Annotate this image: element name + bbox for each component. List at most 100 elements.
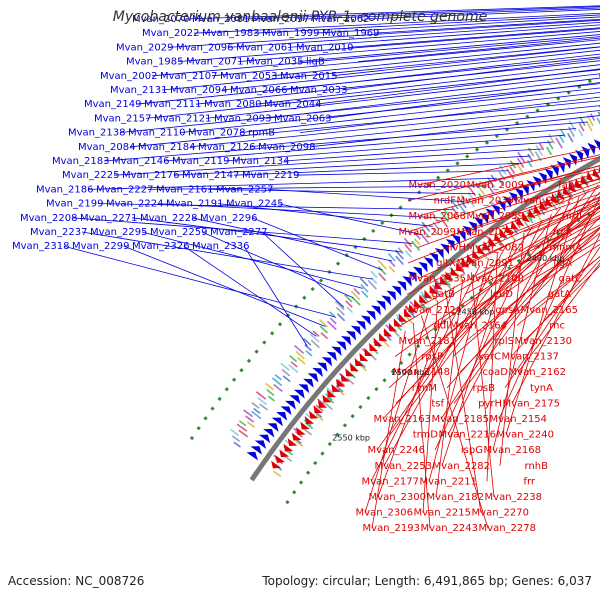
feature-mark — [347, 307, 353, 313]
feature-mark — [239, 421, 245, 426]
gene-label-forward: Mvan_2184 — [138, 142, 195, 153]
gene-label-reverse: gatB — [432, 289, 455, 300]
gene-label-forward: Mvan_2219 — [242, 170, 299, 181]
gene-label-forward: Mvan_2119 — [172, 156, 229, 167]
gene-label-forward: Mvan_2080 — [204, 99, 261, 110]
gene-label-forward: Mvan_2096 — [176, 42, 233, 53]
feature-mark — [267, 390, 274, 396]
gene-label-forward: Mvan_2094 — [170, 85, 227, 96]
gene-label-forward: rpmB — [248, 128, 275, 139]
gene-label-forward: Mvan_2326 — [132, 241, 189, 252]
gene-label-reverse: Mvan_2135 — [409, 274, 466, 285]
gene-label-forward: Mvan_2107 — [160, 71, 217, 82]
feature-mark — [256, 392, 265, 399]
gene-label-reverse: Mvan_2238 — [485, 492, 542, 503]
gene-label-reverse: Mvan_2068 — [409, 211, 466, 222]
gene-label-forward: Mvan_2296 — [200, 213, 257, 224]
gene-label-reverse: Mvan_2240 — [497, 430, 554, 441]
gene-label-reverse: frcK — [553, 227, 573, 238]
gene-label-forward: Mvan_2053 — [220, 71, 277, 82]
gene-label-reverse: pyrH — [478, 398, 502, 409]
gene-label-forward: Mvan_2002 — [100, 71, 157, 82]
gene-label-reverse: gpsA — [495, 305, 520, 316]
leader-line-forward — [326, 70, 600, 118]
scale-label: 2550 kbp — [332, 433, 370, 442]
feature-mark — [247, 422, 254, 427]
gene-label-reverse: Mvan_2162 — [509, 367, 566, 378]
gene-label-reverse: Mvan_2091 — [457, 258, 514, 269]
gene-label-forward: Mvan_2157 — [94, 113, 151, 124]
feature-mark — [321, 333, 328, 339]
scale-label: 2500 kbp — [392, 368, 430, 377]
gene-label-forward: Mvan_2126 — [198, 142, 255, 153]
gene-label-reverse: Mvan_2300 — [369, 492, 426, 503]
genome-summary: Topology: circular; Length: 6,491,865 bp… — [262, 574, 592, 588]
gene-label-reverse: Mvan_2163 — [374, 414, 431, 425]
gene-label-reverse: Mvan_2306 — [356, 508, 413, 519]
gene-label-forward: Mvan_2121 — [154, 113, 211, 124]
gene-label-reverse: Mvan_2282 — [433, 461, 490, 472]
gene-label-forward: Mvan_2259 — [150, 227, 207, 238]
gene-label-reverse: ddl — [434, 320, 449, 331]
gene-label-reverse: Mvan_2193 — [363, 523, 420, 534]
feature-mark — [313, 331, 319, 336]
gene-label-forward: Mvan_2084 — [78, 142, 135, 153]
gene-label-reverse: Mvan_2215 — [414, 508, 471, 519]
feature-mark — [591, 114, 595, 121]
feature-mark — [415, 239, 420, 245]
map-title: Mycobacterium vanbaalenii PYR-1, complet… — [0, 9, 600, 25]
feature-mark — [579, 123, 583, 131]
gene-label-reverse: Mvan_2185 — [432, 414, 489, 425]
gene-label-reverse: trmD — [413, 430, 439, 441]
gene-label-reverse: mnmA — [549, 242, 582, 253]
gene-label-reverse: Mvan_2278 — [479, 523, 536, 534]
feature-mark — [330, 318, 336, 324]
feature-mark — [383, 340, 389, 346]
gene-label-reverse: gatA — [548, 289, 571, 300]
gene-label-reverse: Mvan_2182 — [427, 492, 484, 503]
feature-mark — [568, 133, 573, 142]
scale-label: 2400 kbp — [527, 254, 565, 263]
gene-label-forward: Mvan_2224 — [106, 199, 163, 210]
gene-label-reverse: Mvan_2270 — [472, 508, 529, 519]
gene-label-forward: Mvan_2161 — [156, 184, 213, 195]
gene-label-reverse: rpsP — [421, 352, 443, 363]
gene-label-forward: Mvan_2110 — [128, 128, 185, 139]
gene-label-forward: Mvan_2131 — [110, 85, 167, 96]
gene-label-reverse: Mvan_2164 — [450, 320, 507, 331]
gene-label-forward: Mvan_2098 — [258, 142, 315, 153]
gene-label-forward: Mvan_2295 — [90, 227, 147, 238]
gene-label-forward: Mvan_2336 — [192, 241, 249, 252]
gene-label-forward: Mvan_2199 — [46, 199, 103, 210]
gene-label-reverse: tynA — [530, 383, 553, 394]
feature-mark — [281, 363, 289, 370]
gene-label-forward: Mvan_2071 — [186, 57, 243, 68]
feature-mark — [283, 376, 290, 382]
accession-label: Accession: NC_008726 — [8, 574, 144, 588]
gene-label-forward: Mvan_2066 — [230, 85, 287, 96]
gene-label-reverse: Mvan_2009 — [467, 180, 524, 191]
gene-label-reverse: Mvan_2027 — [515, 196, 572, 207]
gene-label-forward: Mvan_2134 — [232, 156, 289, 167]
gene-label-forward: Mvan_2078 — [188, 128, 245, 139]
leader-line-forward — [124, 246, 325, 326]
leader-line-forward — [82, 232, 372, 279]
reverse-gene-labels: fabGMvan_2009Mvan_2020Mvan_2027Mvan_2039… — [356, 180, 583, 534]
gene-label-reverse: Mvan_2253 — [375, 461, 432, 472]
gene-label-reverse: Mvan_2099 — [399, 227, 456, 238]
feature-mark — [371, 271, 377, 278]
feature-mark — [232, 436, 239, 441]
forward-gene-arrow — [246, 452, 257, 460]
feature-mark — [268, 396, 274, 401]
gene-label-reverse: frr — [523, 476, 535, 487]
gene-label-reverse: gatC — [559, 274, 582, 285]
gene-label-forward: Mvan_2277 — [210, 227, 267, 238]
gene-label-forward: Mvan_2146 — [112, 156, 169, 167]
feature-mark — [560, 136, 564, 143]
gene-label-reverse: rplS — [494, 336, 514, 347]
feature-mark — [330, 312, 336, 318]
gene-label-forward: Mvan_2237 — [30, 227, 87, 238]
leader-line-forward — [244, 246, 307, 346]
gene-label-forward: Mvan_2061 — [236, 42, 293, 53]
